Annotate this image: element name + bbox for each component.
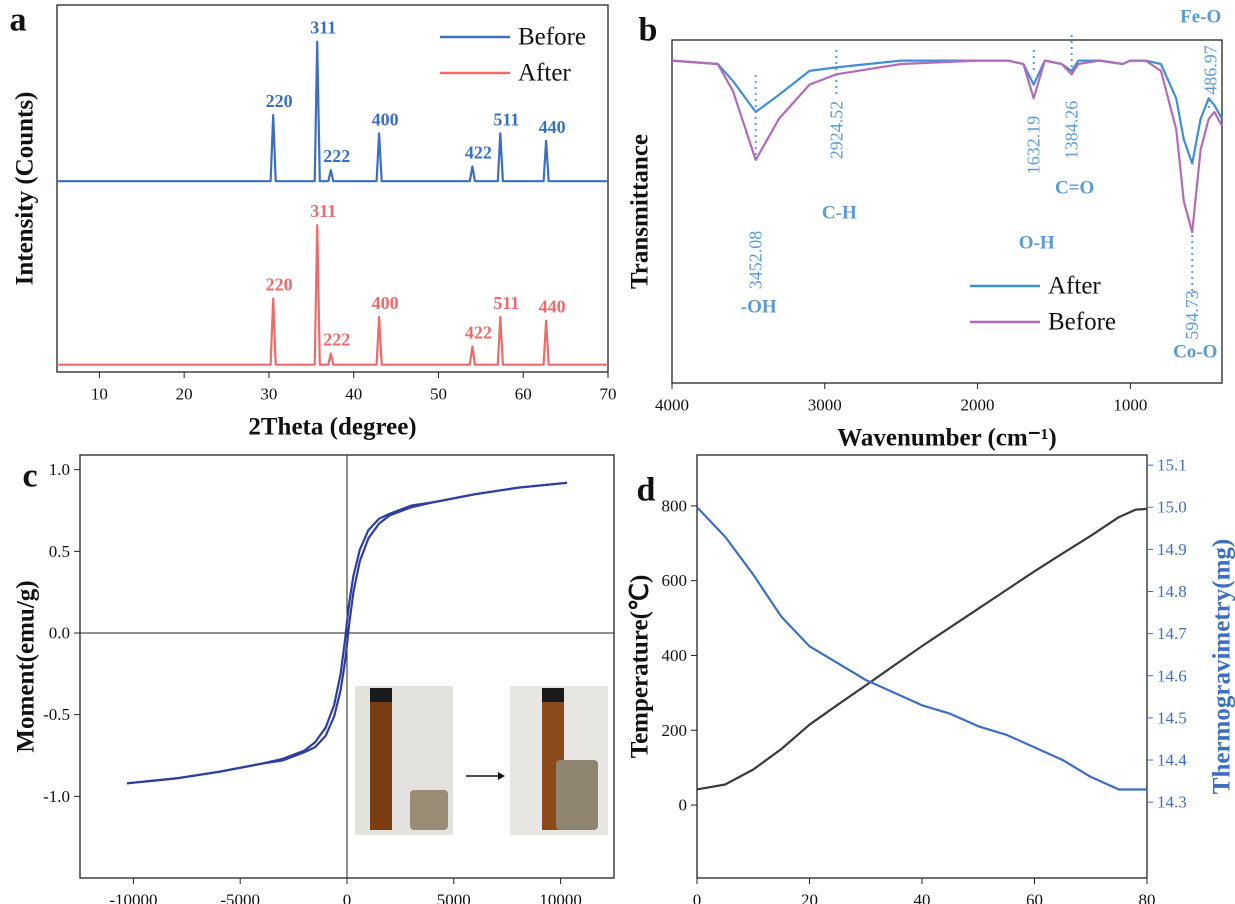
peak-label: 222	[323, 330, 350, 350]
peak-label: 400	[372, 109, 399, 129]
y2-tick-label: 14.8	[1157, 582, 1187, 601]
x-tick-label: 70	[600, 385, 617, 404]
y2-tick-label: 14.5	[1157, 708, 1187, 727]
x-tick-label: 2000	[961, 396, 995, 415]
x-tick-label: 60	[515, 385, 532, 404]
series-line	[126, 481, 568, 785]
panel-label: b	[639, 12, 658, 49]
y2-tick-label: 14.9	[1157, 540, 1187, 559]
x-axis-title: Wavenumber (cm⁻¹)	[837, 425, 1057, 452]
x-tick-label: 40	[345, 385, 362, 404]
series-line	[57, 40, 608, 183]
peak-label: 511	[493, 109, 519, 129]
series-line	[671, 59, 1223, 234]
y-tick-label: 400	[662, 646, 688, 665]
y-tick-label: 1.0	[49, 460, 70, 479]
y2-tick-label: 15.0	[1157, 498, 1187, 517]
peak-label: 422	[465, 322, 492, 342]
series-line	[696, 506, 1147, 791]
bottle	[370, 702, 392, 830]
x-tick-label: 80	[1139, 891, 1156, 904]
marker-value: 3452.08	[746, 231, 766, 290]
marker-group: Co-O	[1173, 342, 1217, 363]
x-tick-label: 0	[343, 891, 352, 904]
series-line	[57, 224, 608, 366]
marker-group: Fe-O	[1180, 7, 1221, 28]
panel-label: c	[22, 458, 37, 495]
series-line	[671, 59, 1223, 165]
x-tick-label: 20	[801, 891, 818, 904]
y-axis-title: Intensity (Counts)	[12, 92, 39, 286]
legend-label: After	[518, 60, 571, 87]
peak-label: 220	[266, 275, 293, 295]
y-tick-label: 0	[679, 796, 688, 815]
y-tick-label: 600	[662, 571, 688, 590]
x-tick-label: 3000	[808, 396, 842, 415]
y2-tick-label: 14.4	[1157, 751, 1187, 770]
x-tick-label: 20	[176, 385, 193, 404]
marker-value: 1632.19	[1024, 116, 1044, 175]
arrow-head	[498, 772, 505, 780]
plot-frame	[56, 4, 609, 373]
x-tick-label: 60	[1026, 891, 1043, 904]
x-tick-label: 5000	[437, 891, 471, 904]
marker-value: 1384.26	[1062, 101, 1082, 160]
x-tick-label: 4000	[655, 396, 689, 415]
y-tick-label: 0.0	[49, 624, 70, 643]
x-tick-label: 10000	[539, 891, 582, 904]
y-tick-label: -0.5	[43, 705, 70, 724]
y-tick-label: 0.5	[49, 542, 70, 561]
series-line	[696, 507, 1148, 791]
y-tick-label: 200	[662, 721, 688, 740]
x-tick-label: 1000	[1113, 396, 1147, 415]
peak-label: 511	[493, 293, 519, 313]
peak-label: 440	[539, 297, 566, 317]
bottle-cap	[542, 688, 564, 702]
marker-group: -OH	[741, 297, 777, 318]
bottle-cap	[370, 688, 392, 702]
y2-axis-title: Thermogravimetry(mg)	[1209, 539, 1235, 794]
x-tick-label: 40	[914, 891, 931, 904]
plot-frame	[671, 39, 1223, 384]
legend-label: Before	[1048, 309, 1116, 336]
peak-label: 422	[465, 142, 492, 162]
plot-frame	[696, 454, 1148, 879]
inset-photos	[355, 686, 608, 835]
legend-label: After	[1048, 273, 1101, 300]
magnet	[410, 790, 448, 830]
marker-group: C=O	[1055, 178, 1094, 199]
peak-label: 311	[310, 201, 336, 221]
y2-tick-label: 14.7	[1157, 624, 1187, 643]
y-tick-label: 800	[662, 496, 688, 515]
marker-group: C-H	[822, 203, 857, 224]
y-axis-title: Temperature(℃)	[627, 575, 654, 759]
x-tick-label: -5000	[220, 891, 260, 904]
y2-tick-label: 14.3	[1157, 793, 1187, 812]
x-tick-label: 0	[693, 891, 702, 904]
x-tick-label: -10000	[109, 891, 157, 904]
y2-tick-label: 15.1	[1157, 456, 1187, 475]
marker-value: 2924.52	[826, 101, 846, 160]
peak-label: 222	[323, 146, 350, 166]
marker-value: 486.97	[1201, 45, 1221, 95]
x-tick-label: 30	[260, 385, 277, 404]
peak-label: 220	[266, 91, 293, 111]
y-axis-title: Moment(emu/g)	[13, 580, 40, 752]
marker-value: 594.73	[1182, 290, 1202, 340]
peak-label: 400	[372, 293, 399, 313]
marker-group: O-H	[1019, 233, 1055, 254]
x-axis-title: 2Theta (degree)	[248, 414, 416, 441]
legend-label: Before	[518, 24, 586, 51]
y2-tick-label: 14.6	[1157, 666, 1187, 685]
y-axis-title: Transmittance	[627, 134, 654, 289]
panel-label: a	[10, 2, 27, 39]
panel-label: d	[637, 472, 656, 509]
y-tick-label: -1.0	[43, 787, 70, 806]
peak-label: 311	[310, 18, 336, 38]
x-tick-label: 50	[430, 385, 447, 404]
x-tick-label: 10	[91, 385, 108, 404]
peak-label: 440	[539, 117, 566, 137]
magnet	[556, 760, 598, 830]
